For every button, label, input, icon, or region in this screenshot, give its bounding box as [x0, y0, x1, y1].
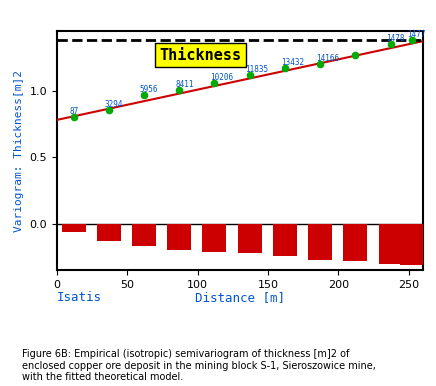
Text: 3294: 3294	[105, 100, 123, 109]
Text: 11835: 11835	[245, 65, 269, 74]
Bar	[167, 223, 191, 250]
Point	[106, 107, 112, 113]
Point	[352, 52, 359, 59]
Bar	[378, 223, 402, 264]
Text: 13432: 13432	[281, 58, 304, 67]
Text: 14166: 14166	[316, 54, 339, 63]
Bar	[400, 223, 424, 265]
Bar	[132, 223, 156, 246]
Text: Isatis: Isatis	[57, 291, 102, 304]
Point	[317, 61, 324, 67]
Point	[176, 87, 183, 93]
Text: Distance [m]: Distance [m]	[195, 291, 285, 304]
Bar	[308, 223, 332, 259]
Point	[70, 114, 77, 120]
Text: 5956: 5956	[140, 85, 158, 94]
Point	[408, 37, 415, 43]
Point	[246, 72, 253, 78]
Bar	[202, 223, 226, 252]
Bar	[273, 223, 297, 256]
Text: 1477: 1477	[407, 30, 426, 39]
Point	[140, 92, 147, 98]
Bar	[343, 223, 367, 261]
Text: Figure 6B: Empirical (isotropic) semivariogram of thickness [m]2 of
enclosed cop: Figure 6B: Empirical (isotropic) semivar…	[22, 349, 376, 382]
Text: 8411: 8411	[175, 80, 194, 89]
Bar	[238, 223, 262, 253]
Bar	[61, 223, 85, 232]
Y-axis label: Variogram: Thickness[m]2: Variogram: Thickness[m]2	[14, 69, 24, 232]
Text: Thickness: Thickness	[159, 47, 242, 63]
Bar	[97, 223, 121, 241]
Text: 10206: 10206	[210, 73, 233, 82]
Point	[211, 80, 218, 86]
Text: 87: 87	[69, 107, 78, 116]
Text: 1478: 1478	[386, 34, 405, 43]
Point	[281, 65, 288, 71]
Point	[387, 41, 394, 47]
